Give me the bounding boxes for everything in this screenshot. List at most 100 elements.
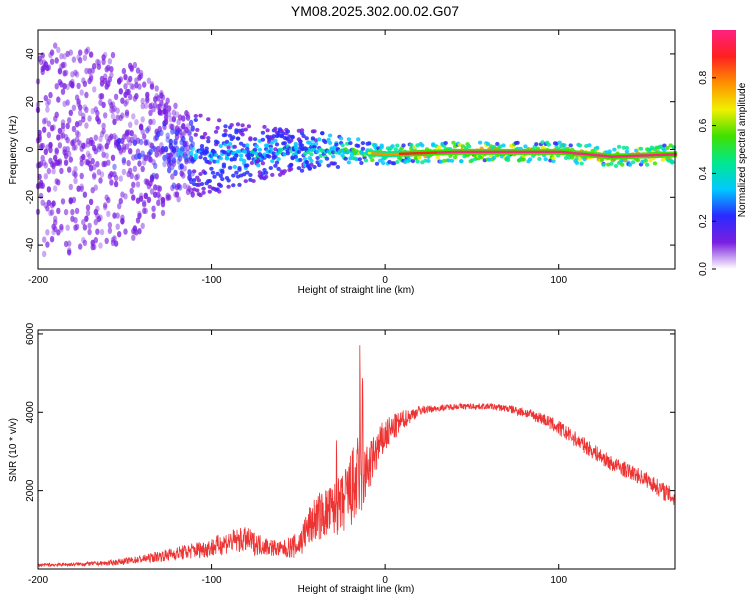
spectral-cell [165,97,170,104]
spectral-cell [79,172,84,180]
spectral-cell [82,191,88,198]
spectral-cell [65,122,70,130]
spectral-cell [112,212,117,219]
spectral-cell [109,102,114,109]
spectral-cell [557,140,562,145]
spectral-cell [648,158,653,163]
spectral-cell [268,147,273,151]
spectral-cell [196,178,202,183]
spectral-cell [401,143,406,148]
spectral-cell [370,158,375,163]
ridge-core-cell [381,152,386,156]
spectral-cell [459,159,464,164]
spectral-cell [109,171,114,178]
spectral-cell [412,145,417,150]
spectral-cell [327,133,333,138]
spectral-cell [276,166,281,171]
spectral-cell [232,164,237,169]
spectral-cell [201,135,206,140]
spectral-cell [299,128,305,133]
spectral-cell [99,228,105,236]
spectral-cell [115,114,120,121]
snr-frame [37,329,676,570]
ridge-core-cell [548,150,553,154]
spectral-cell [74,223,80,230]
spectral-cell [57,158,63,165]
spectral-cell [53,225,58,233]
spectral-cell [326,163,331,168]
y-tick-label: 0 [25,146,36,152]
ridge-core-cell [482,150,487,154]
spectral-cell [145,127,150,134]
spectral-cell [148,156,153,163]
ridge-core-cell [669,153,674,156]
spectral-cell [340,143,345,148]
spectral-cell [154,173,159,180]
spectral-cell [599,158,605,163]
spectral-cell [42,236,47,243]
spectral-cell [99,93,105,100]
spectral-cell [182,165,187,172]
spectral-cell [103,51,108,59]
spectral-cell [88,198,94,206]
snr-axes: -200 -100 0 100 2000 4000 6000 [25,322,675,586]
spectral-cell [281,131,286,136]
spectral-cell [68,156,74,163]
spectral-cell [170,173,175,180]
spectral-cell [118,88,124,95]
spectral-cell [318,159,323,164]
spectral-cell [148,109,153,117]
spectral-cell [124,98,130,105]
ridge-core-cell [555,150,559,154]
spectral-cell [123,193,128,200]
spectral-cell [153,162,158,170]
ridge-core-cell [402,152,407,155]
spectral-cell [374,161,380,166]
spectral-cell [38,192,44,200]
ridge-core-cell [492,150,497,154]
spectral-cell [170,123,175,131]
spectral-cell [145,95,150,102]
spectral-cell [595,145,600,150]
spectral-cell [81,153,86,161]
spectral-cell [88,51,94,58]
spectral-cell [160,197,166,204]
spectral-cell [45,229,50,236]
snr-series-line [38,345,675,568]
ridge-core-cell [489,150,494,154]
spectral-cell [54,57,59,64]
y-tick-label: 40 [25,48,36,60]
spectral-cell [206,117,211,122]
spectral-cell [245,163,250,168]
spectral-cell [112,163,117,171]
spectral-cell [190,141,195,148]
spectral-cell [84,48,89,55]
spectral-cell [179,163,184,170]
ridge-core-cell [576,152,580,155]
spectral-cell [137,210,142,217]
spectral-cell [60,198,66,205]
spectral-cell [260,137,266,142]
spectral-cell [56,134,61,141]
spectral-cell [218,183,223,188]
spectral-cell [293,155,298,159]
spectral-cell [109,179,114,186]
spectral-cell [45,106,50,113]
spectral-cell [452,155,458,160]
ridge-core-cell [510,150,514,154]
spectral-cell [138,192,144,199]
spectral-cell [62,146,67,153]
spectral-cell [338,136,344,141]
spectral-cell [104,237,109,245]
spectral-cell [109,71,114,79]
spectral-cell [98,135,103,143]
ridge-core-cell [506,150,511,154]
ridge-core-cell [596,154,601,157]
spectral-cell [554,144,559,149]
spectral-cell [568,143,573,148]
spectral-cell [226,145,231,150]
ridge-core-cell [451,150,455,154]
y-tick-label: 4000 [25,401,36,424]
spectral-cell [121,157,127,164]
